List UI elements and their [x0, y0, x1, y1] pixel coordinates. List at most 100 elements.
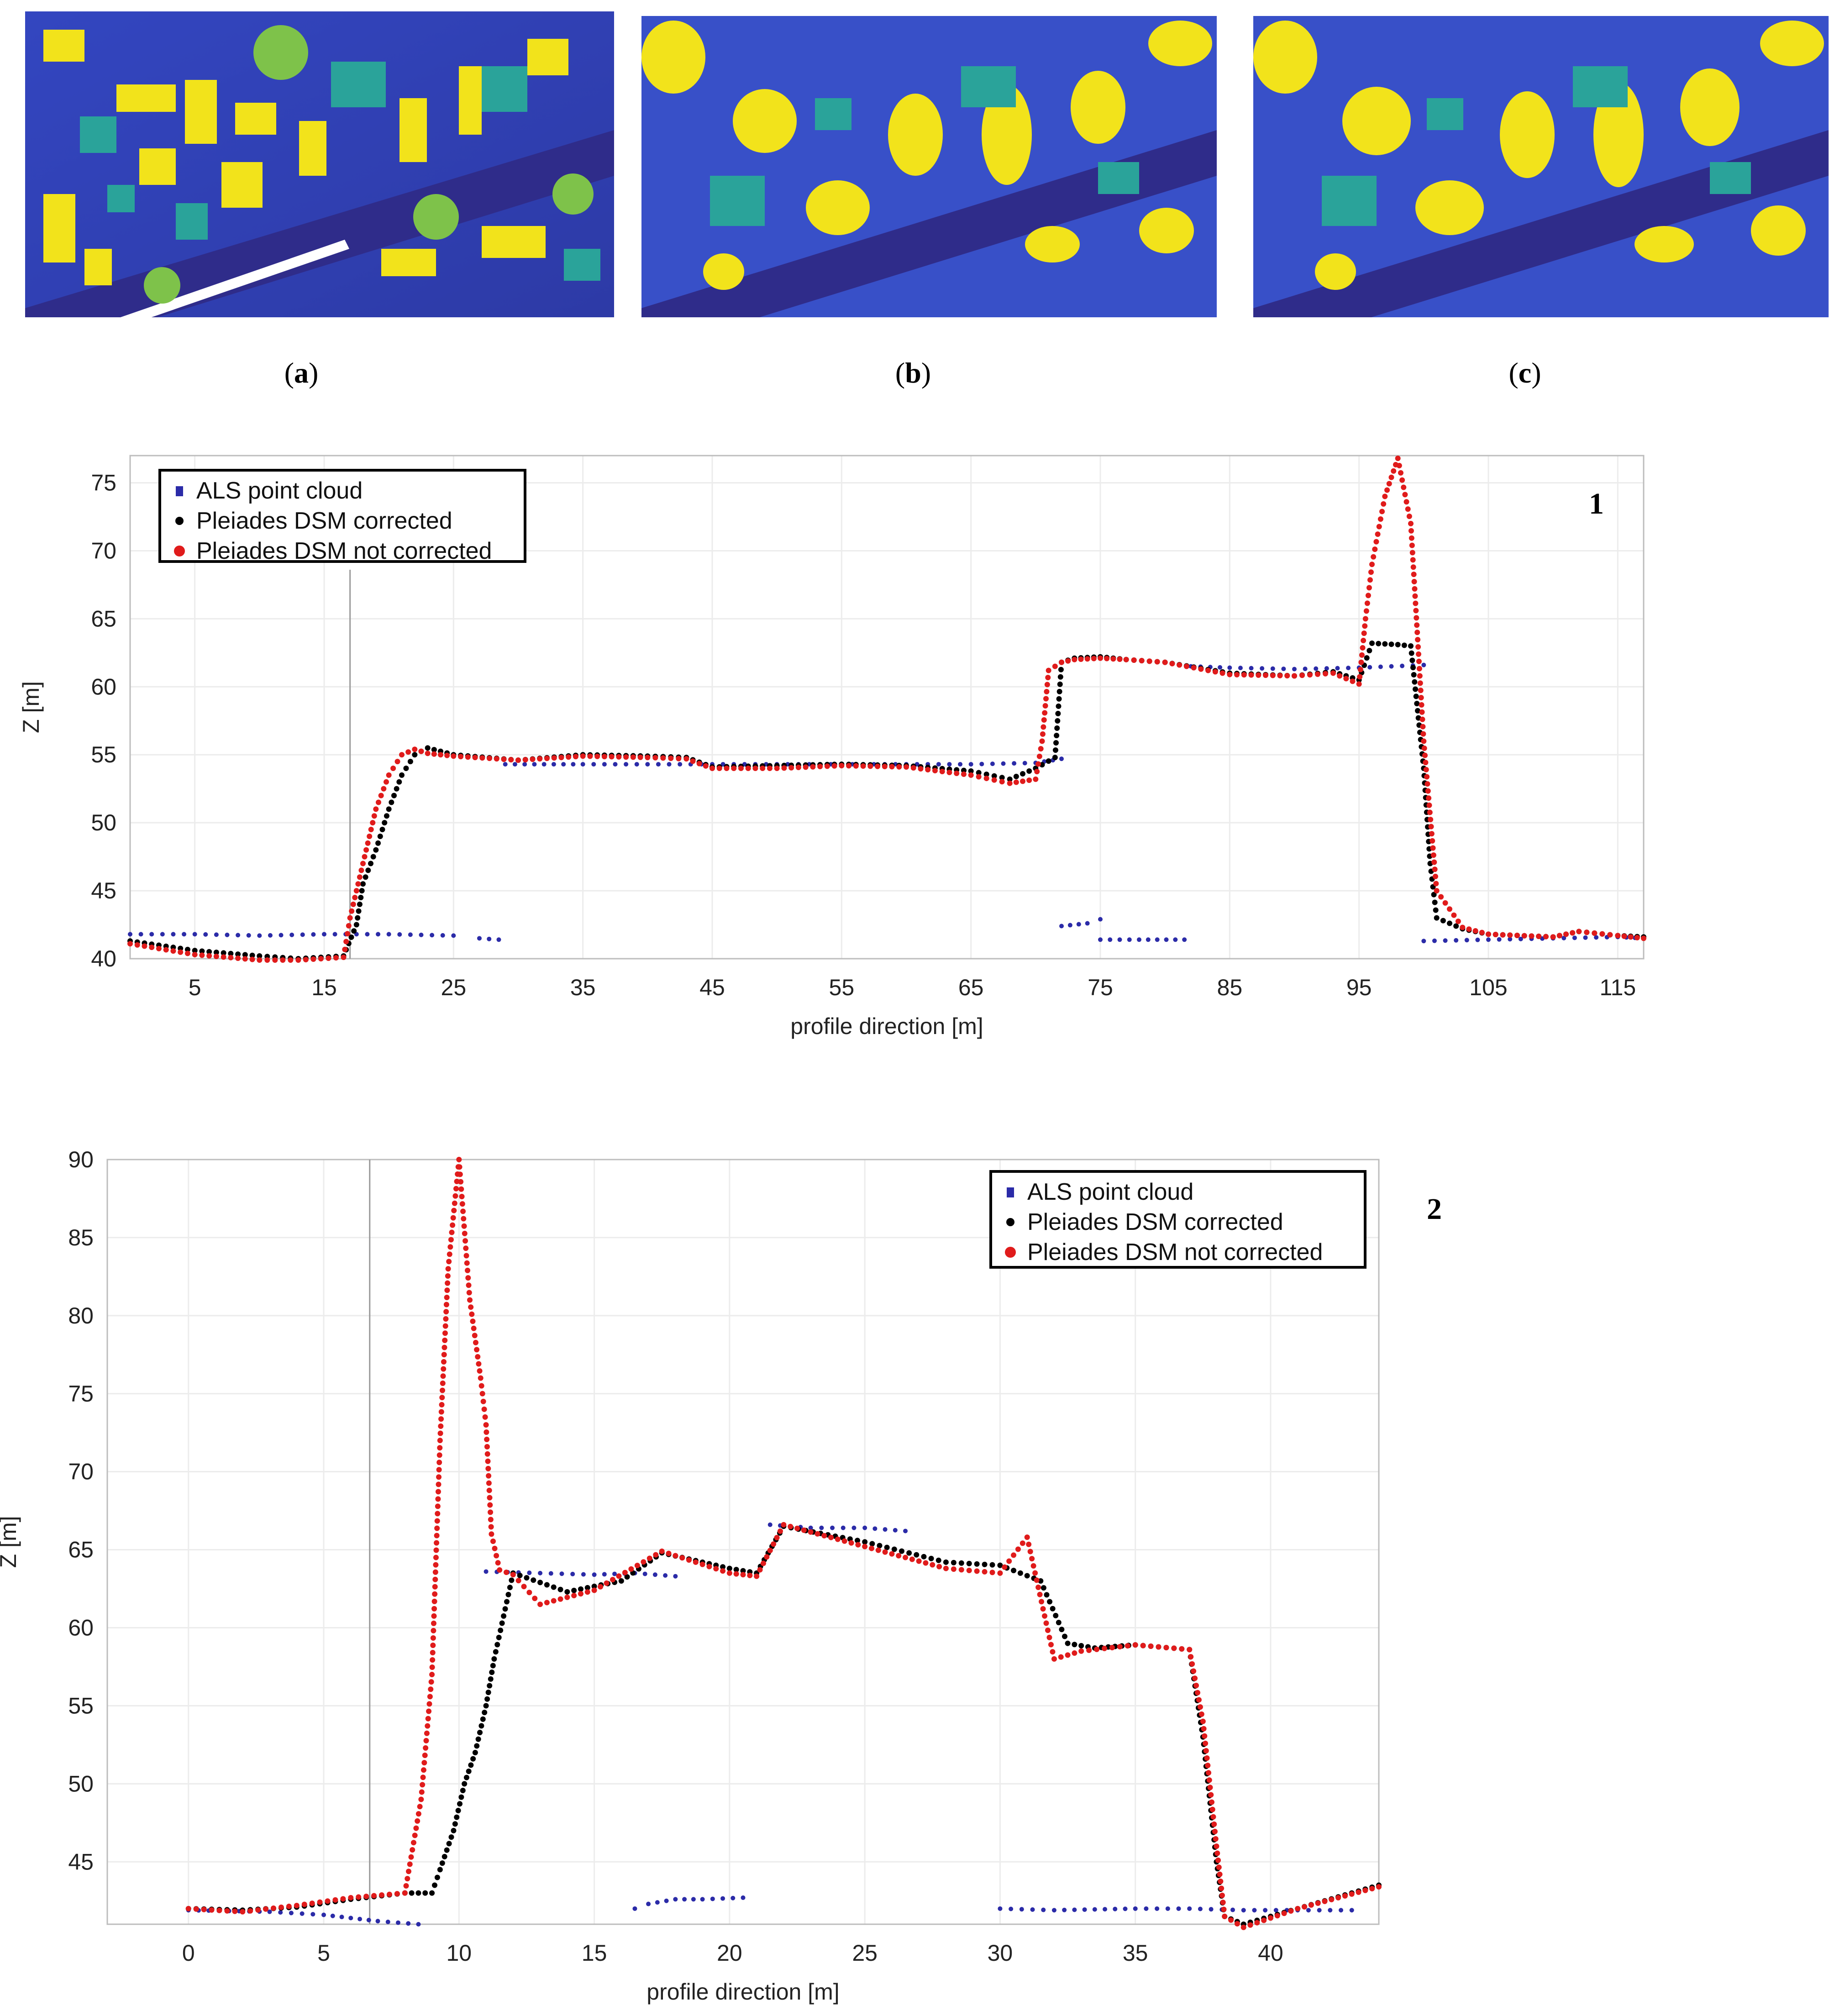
data-point — [425, 1723, 431, 1729]
data-point — [1078, 1648, 1084, 1654]
data-point — [1146, 658, 1152, 664]
data-point — [1154, 659, 1160, 665]
x-tick-label: 10 — [447, 1940, 472, 1966]
data-point — [373, 806, 379, 812]
data-point — [624, 1574, 630, 1580]
data-point — [485, 1458, 491, 1464]
data-point — [601, 754, 607, 760]
data-point — [673, 1553, 678, 1559]
data-point — [966, 1568, 972, 1574]
data-point — [425, 1716, 431, 1722]
data-point — [1011, 1552, 1017, 1558]
data-point — [502, 1606, 508, 1612]
data-point — [490, 1538, 496, 1544]
data-point — [990, 761, 995, 766]
data-point — [1389, 664, 1394, 669]
data-point — [1330, 670, 1336, 676]
data-point — [440, 1387, 446, 1393]
data-point — [1416, 666, 1422, 672]
data-point — [1367, 665, 1372, 670]
data-point — [428, 1686, 434, 1692]
data-point — [524, 1575, 530, 1581]
data-point — [1209, 1806, 1215, 1812]
data-point — [1409, 535, 1414, 541]
data-point — [467, 1297, 473, 1303]
data-point — [1422, 752, 1428, 758]
data-point — [893, 1528, 898, 1533]
data-point — [426, 1701, 432, 1707]
data-point — [1443, 938, 1448, 943]
data-point — [408, 1854, 414, 1860]
data-point — [1193, 1682, 1199, 1688]
data-point — [330, 1913, 335, 1918]
data-point — [358, 894, 364, 900]
data-point — [363, 874, 368, 880]
data-point — [591, 762, 596, 767]
legend-marker — [1005, 1247, 1016, 1258]
data-point — [1198, 1711, 1204, 1717]
data-point — [1101, 1645, 1107, 1651]
data-point — [257, 933, 262, 938]
data-point — [1367, 577, 1373, 583]
data-point — [412, 746, 418, 752]
y-tick-label: 50 — [68, 1771, 94, 1796]
data-point — [142, 943, 147, 949]
data-point — [1040, 1606, 1046, 1612]
data-point — [690, 758, 696, 764]
data-point — [916, 1558, 922, 1564]
data-point — [1117, 1644, 1123, 1650]
data-point — [1043, 1620, 1049, 1626]
data-point — [1292, 667, 1297, 672]
data-point — [1040, 731, 1046, 737]
data-point — [213, 950, 219, 956]
data-point — [483, 1703, 489, 1709]
data-point — [371, 1893, 377, 1899]
data-point — [854, 1538, 860, 1544]
data-point — [706, 1564, 712, 1570]
data-point — [484, 1569, 489, 1574]
data-point — [182, 932, 187, 937]
data-point — [551, 1598, 557, 1604]
data-point — [1055, 710, 1061, 716]
data-point — [322, 932, 326, 937]
data-point — [416, 1922, 421, 1927]
data-point — [696, 761, 702, 766]
data-point — [958, 1560, 964, 1566]
data-point — [1543, 934, 1549, 940]
data-point — [1466, 926, 1472, 932]
data-point — [537, 1601, 543, 1607]
data-point — [1125, 1643, 1130, 1649]
data-point — [368, 827, 374, 833]
data-point — [397, 932, 402, 937]
data-point — [367, 833, 373, 839]
data-point — [349, 908, 355, 914]
map-panel-b — [641, 16, 1217, 317]
data-point — [1412, 593, 1418, 599]
data-point — [1423, 766, 1429, 772]
data-point — [830, 1525, 835, 1530]
data-point — [458, 1179, 464, 1185]
data-point — [235, 951, 241, 957]
data-point — [441, 1853, 447, 1859]
data-point — [508, 757, 514, 763]
data-point — [434, 1874, 440, 1880]
data-point — [622, 1570, 628, 1575]
x-tick-label: 75 — [1088, 975, 1113, 1000]
data-point — [352, 894, 358, 900]
data-point — [1026, 777, 1032, 783]
data-point — [991, 777, 997, 783]
data-point — [591, 1587, 597, 1593]
x-tick-label: 55 — [829, 975, 855, 1000]
data-point — [1594, 935, 1599, 940]
data-point — [808, 1529, 814, 1535]
data-point — [429, 1890, 435, 1896]
data-point — [360, 861, 366, 866]
data-point — [1137, 937, 1141, 942]
data-point — [1091, 656, 1097, 662]
data-point — [1420, 724, 1426, 730]
data-point — [422, 1890, 428, 1896]
data-point — [817, 764, 823, 770]
data-point — [1292, 673, 1297, 679]
data-point — [412, 752, 418, 758]
data-point — [403, 1883, 409, 1889]
